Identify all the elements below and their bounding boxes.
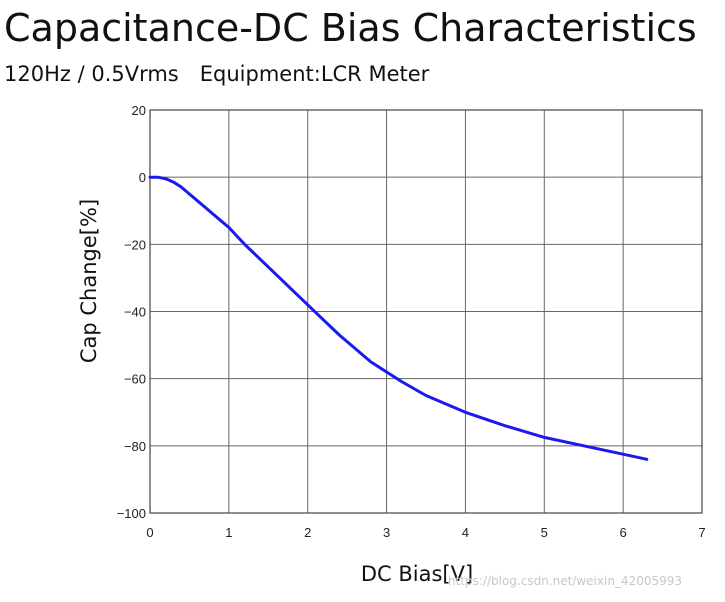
x-tick-label: 5 — [541, 525, 548, 540]
series-layer — [148, 175, 649, 461]
x-tick-label: 1 — [225, 525, 232, 540]
tick-labels: 0 1 2 3 4 5 6 7 20 0 −20 −40 −60 −80 −100 — [117, 103, 706, 540]
x-axis-label: DC Bias[V] — [361, 562, 473, 586]
series-line-cap-change — [148, 175, 649, 461]
watermark: https://blog.csdn.net/weixin_42005993 — [448, 574, 683, 588]
x-tick-label: 2 — [304, 525, 311, 540]
y-tick-label: 20 — [132, 103, 146, 118]
plot-frame — [149, 109, 703, 514]
page-title: Capacitance-DC Bias Characteristics — [4, 6, 697, 50]
y-axis-label: Cap Change[%] — [77, 199, 101, 363]
y-tick-label: −40 — [124, 305, 146, 320]
x-tick-label: 3 — [383, 525, 390, 540]
x-tick-label: 4 — [462, 525, 469, 540]
y-tick-label: −100 — [117, 506, 146, 521]
x-tick-label: 0 — [146, 525, 153, 540]
x-tick-label: 7 — [698, 525, 705, 540]
y-tick-label: −80 — [124, 439, 146, 454]
page-subtitle: 120Hz / 0.5Vrms Equipment:LCR Meter — [4, 62, 430, 86]
x-tick-label: 6 — [620, 525, 627, 540]
y-tick-label: −20 — [124, 237, 146, 252]
y-tick-label: 0 — [139, 170, 146, 185]
y-tick-label: −60 — [124, 372, 146, 387]
